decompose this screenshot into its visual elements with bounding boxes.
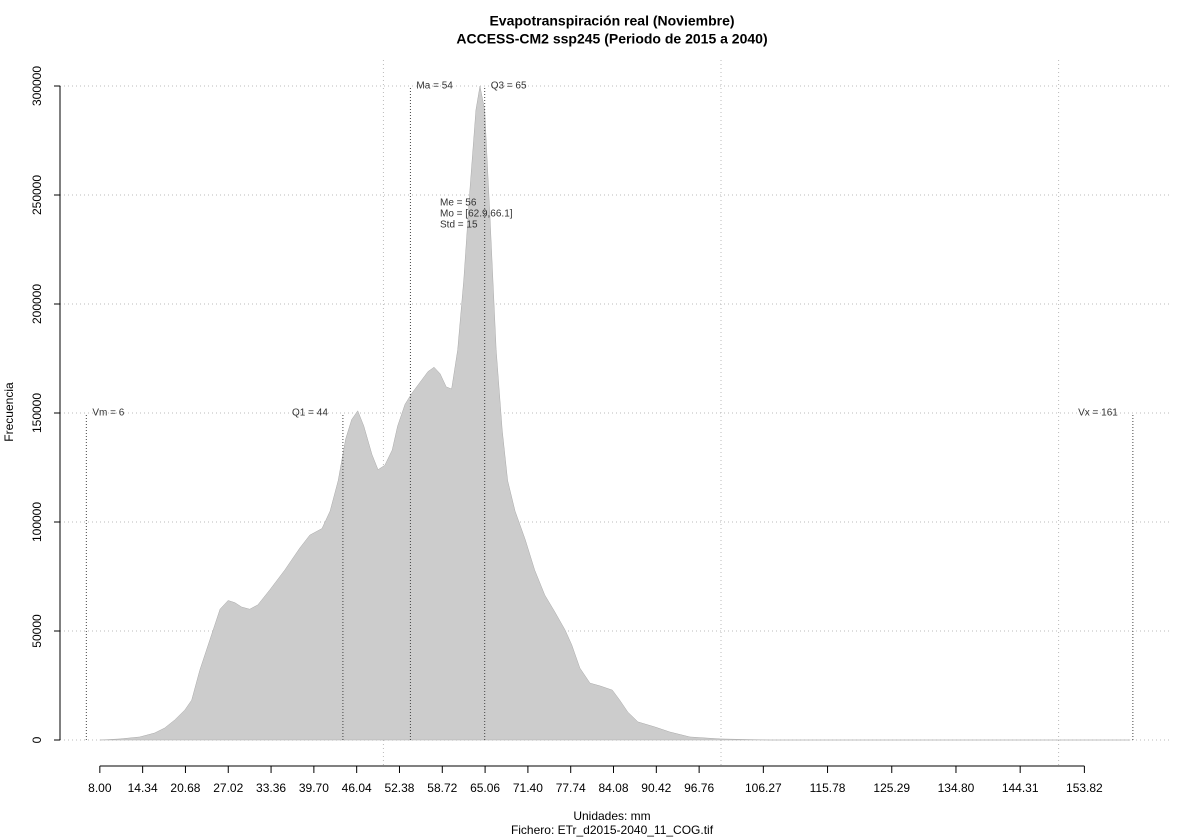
y-tick-label: 50000 [30,614,44,648]
marker-label: Vx = 161 [1078,408,1118,419]
x-tick-label: 20.68 [170,781,200,795]
x-tick-label: 58.72 [427,781,457,795]
x-tick-label: 39.70 [299,781,329,795]
x-tick-label: 153.82 [1066,781,1103,795]
chart-title: Evapotranspiración real (Noviembre) [489,13,734,29]
chart-subtitle: ACCESS-CM2 ssp245 (Periodo de 2015 a 204… [456,31,767,47]
x-tick-label: 8.00 [88,781,112,795]
x-axis-label-file: Fichero: ETr_d2015-2040_11_COG.tif [511,823,714,837]
x-tick-label: 125.29 [873,781,910,795]
x-tick-label: 65.06 [470,781,500,795]
density-area [99,85,1131,741]
stat-annotation: Std = 15 [440,220,478,231]
x-tick-label: 90.42 [641,781,671,795]
x-tick-label: 14.34 [128,781,158,795]
marker-label: Ma = 54 [416,81,453,92]
marker-label: Q1 = 44 [292,408,328,419]
y-tick-label: 200000 [30,284,44,324]
stat-annotation: Mo = [62.9,66.1] [440,209,513,220]
y-tick-label: 0 [30,736,44,743]
x-tick-label: 134.80 [938,781,975,795]
x-axis-label: Unidades: mm [573,809,650,823]
x-tick-label: 106.27 [745,781,782,795]
x-tick-label: 71.40 [513,781,543,795]
y-tick-label: 100000 [30,502,44,542]
x-tick-label: 115.78 [810,781,846,795]
marker-label: Q3 = 65 [491,81,527,92]
x-tick-label: 84.08 [598,781,628,795]
x-tick-label: 52.38 [384,781,414,795]
x-tick-label: 46.04 [342,781,372,795]
y-tick-label: 150000 [30,393,44,433]
marker-label: Vm = 6 [92,408,124,419]
stat-annotation: Me = 56 [440,198,477,209]
x-tick-label: 77.74 [556,781,586,795]
y-axis-label: Frecuencia [2,382,16,442]
y-tick-label: 300000 [30,66,44,106]
x-tick-label: 33.36 [256,781,286,795]
x-tick-label: 96.76 [684,781,714,795]
x-tick-label: 27.02 [213,781,243,795]
x-tick-label: 144.31 [1002,781,1039,795]
y-tick-label: 250000 [30,175,44,215]
